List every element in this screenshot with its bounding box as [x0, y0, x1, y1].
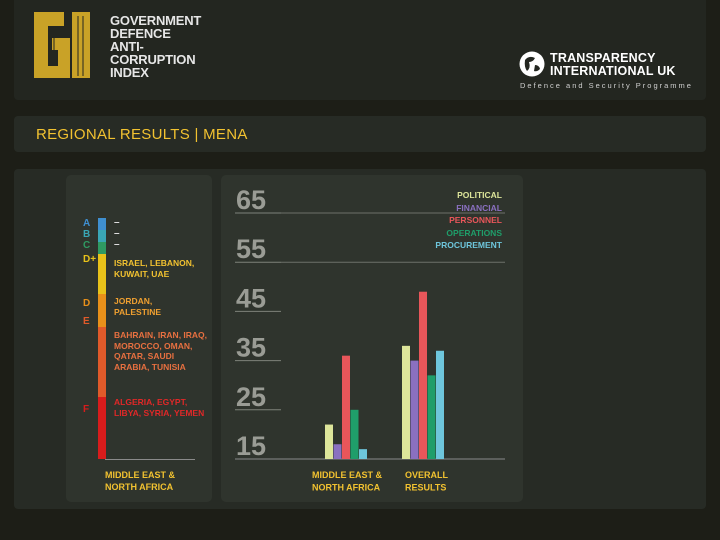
- x-category-label: OVERALL: [405, 470, 449, 480]
- bar-procurement-mena: [359, 449, 367, 459]
- gi-line-1: GOVERNMENT: [110, 13, 202, 28]
- grade-band-f: [98, 397, 106, 459]
- legend-political: POLITICAL: [457, 190, 502, 200]
- legend-procurement: PROCUREMENT: [435, 240, 502, 250]
- bar-financial-overall: [410, 360, 419, 459]
- gi-line-4: CORRUPTION: [110, 52, 196, 67]
- grade-region-label: MIDDLE EAST & NORTH AFRICA: [105, 469, 175, 493]
- bar-personnel-overall: [419, 291, 427, 459]
- bar-financial-mena: [333, 444, 342, 459]
- bar-personnel-mena: [342, 355, 350, 459]
- y-tick-label: 45: [236, 283, 266, 313]
- grade-letter-a: A: [83, 218, 91, 229]
- grade-letter-f: F: [83, 404, 90, 415]
- gi-logo-mark: [34, 12, 90, 78]
- grade-color-scale: [98, 218, 106, 459]
- grade-band-a: [98, 218, 106, 230]
- country-line: MOROCCO, OMAN,: [114, 340, 193, 351]
- transparency-international-logo: TRANSPARENCY INTERNATIONAL UK Defence an…: [518, 48, 698, 90]
- grade-e-countries: BAHRAIN, IRAN, IRAQ, MOROCCO, OMAN, QATA…: [114, 330, 207, 372]
- country-line: LIBYA, SYRIA, YEMEN: [114, 407, 205, 418]
- grade-f-countries: ALGERIA, EGYPT, LIBYA, SYRIA, YEMEN: [114, 397, 204, 418]
- grade-letter-e: E: [83, 316, 90, 327]
- chart-panel: [221, 175, 523, 502]
- bar-chart: 65 55 45 35 25 15 MIDDLE EAST & NORTH AFRICA OVE…: [235, 185, 505, 493]
- grade-band-d: [98, 294, 106, 327]
- grade-dplus-countries: ISRAEL, LEBANON, KUWAIT, UAE: [114, 258, 194, 279]
- y-tick-label: 55: [236, 234, 266, 264]
- x-category-label: RESULTS: [405, 483, 446, 493]
- legend-financial: FINANCIAL: [456, 202, 502, 213]
- x-category-label: NORTH AFRICA: [312, 483, 381, 493]
- grade-band-dplus: [98, 254, 106, 294]
- bar-operations-overall: [427, 375, 436, 459]
- bar-political-mena: [325, 424, 333, 459]
- header-banner: GOVERNMENT DEFENCE ANTI- CORRUPTION INDE…: [14, 0, 706, 100]
- ti-line-2: INTERNATIONAL UK: [550, 64, 676, 78]
- grade-letter-c: C: [83, 240, 91, 251]
- ti-line-1: TRANSPARENCY: [550, 51, 656, 65]
- gi-logo: GOVERNMENT DEFENCE ANTI- CORRUPTION INDE…: [26, 6, 201, 94]
- ti-globe-icon: [519, 51, 545, 77]
- country-line: ALGERIA, EGYPT,: [114, 397, 188, 407]
- grade-band-b: [98, 230, 106, 242]
- country-line: JORDAN,: [114, 296, 153, 306]
- country-line: QATAR, SAUDI: [114, 351, 175, 361]
- y-tick-label: 65: [236, 185, 266, 215]
- legend-personnel: PERSONNEL: [449, 215, 502, 225]
- gi-line-3: ANTI-: [110, 39, 144, 54]
- gi-logo-text: GOVERNMENT DEFENCE ANTI- CORRUPTION INDE…: [110, 14, 201, 79]
- country-line: ARABIA, TUNISIA: [114, 361, 186, 372]
- y-tick-label: 25: [236, 382, 266, 412]
- x-category-label: MIDDLE EAST &: [312, 470, 383, 480]
- bar-operations-mena: [350, 409, 359, 459]
- grade-band-c: [98, 242, 106, 254]
- grade-b-empty: –: [114, 228, 120, 239]
- bar-procurement-overall: [436, 350, 444, 459]
- grade-letter-dplus: D+: [83, 254, 97, 265]
- country-line: KUWAIT, UAE: [114, 268, 170, 279]
- country-line: PALESTINE: [114, 306, 162, 317]
- country-line: ISRAEL, LEBANON,: [114, 258, 195, 268]
- slide-title-bar: REGIONAL RESULTS | MENA: [14, 116, 706, 152]
- grade-letter-b: B: [83, 229, 91, 240]
- y-tick-label: 15: [236, 431, 266, 461]
- grade-c-empty: –: [114, 239, 120, 250]
- gi-line-5: INDEX: [110, 65, 149, 80]
- ti-name: TRANSPARENCY INTERNATIONAL UK: [550, 52, 676, 78]
- region-label-line: MIDDLE EAST &: [105, 470, 176, 480]
- grade-band-e: [98, 327, 106, 397]
- ti-subtitle: Defence and Security Programme: [520, 81, 693, 90]
- region-label-line: NORTH AFRICA: [105, 482, 174, 492]
- y-tick-label: 35: [236, 333, 266, 363]
- gi-line-2: DEFENCE: [110, 26, 171, 41]
- grade-a-empty: –: [114, 217, 120, 228]
- grade-letter-d: D: [83, 298, 91, 309]
- chart-legend: POLITICAL FINANCIAL PERSONNEL OPERATIONS…: [435, 189, 502, 252]
- bar-political-overall: [402, 345, 410, 459]
- country-line: BAHRAIN, IRAN, IRAQ,: [114, 330, 208, 340]
- legend-operations: OPERATIONS: [446, 227, 502, 238]
- grade-baseline: [105, 459, 195, 460]
- grade-panel: [66, 175, 212, 502]
- slide-title: REGIONAL RESULTS | MENA: [36, 126, 248, 143]
- grade-d-countries: JORDAN, PALESTINE: [114, 296, 161, 317]
